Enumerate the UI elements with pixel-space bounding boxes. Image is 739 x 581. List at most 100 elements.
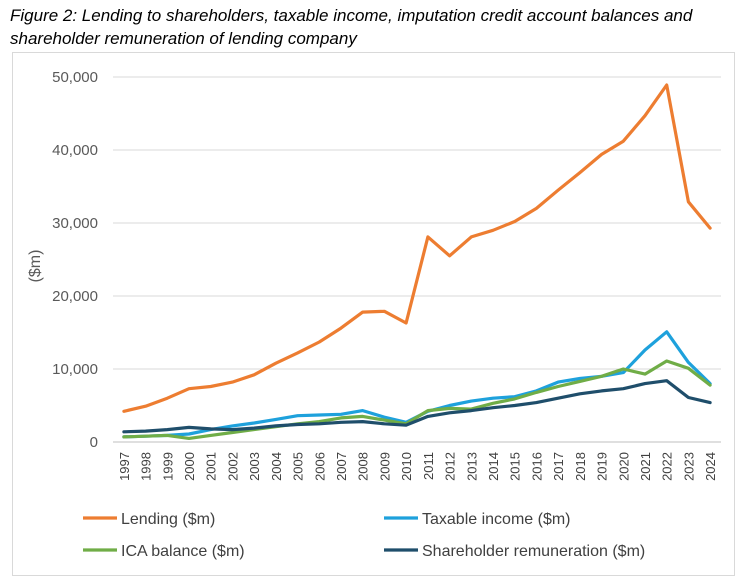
data-point: [253, 373, 256, 376]
data-point: [144, 435, 147, 438]
data-point: [622, 140, 625, 143]
data-point: [491, 397, 494, 400]
x-tick-label: 2016: [529, 452, 544, 481]
x-tick-label: 2015: [508, 452, 523, 481]
x-tick-label: 2020: [616, 452, 631, 481]
series-lines: [122, 83, 712, 440]
x-tick-label: 2013: [464, 452, 479, 481]
y-tick-label: 0: [90, 434, 98, 451]
data-point: [405, 424, 408, 427]
data-point: [513, 220, 516, 223]
data-point: [448, 254, 451, 257]
data-point: [361, 409, 364, 412]
x-tick-label: 2009: [377, 452, 392, 481]
data-point: [665, 359, 668, 362]
legend-label: Lending ($m): [121, 511, 215, 528]
data-point: [318, 422, 321, 425]
data-point: [448, 404, 451, 407]
x-tick-label: 2023: [681, 452, 696, 481]
data-point: [622, 371, 625, 374]
data-point: [187, 387, 190, 390]
data-point: [209, 385, 212, 388]
x-tick-label: 2007: [334, 452, 349, 481]
data-point: [231, 428, 234, 431]
x-tick-label: 2000: [182, 452, 197, 481]
x-tick-label: 2018: [573, 452, 588, 481]
data-point: [209, 427, 212, 430]
data-point: [557, 189, 560, 192]
data-point: [187, 437, 190, 440]
data-point: [339, 416, 342, 419]
legend-label: Taxable income ($m): [422, 511, 571, 528]
y-tick-label: 30,000: [52, 215, 98, 232]
series-0: [122, 83, 712, 413]
figure-title: Figure 2: Lending to shareholders, taxab…: [10, 6, 693, 48]
y-tick-label: 20,000: [52, 288, 98, 305]
x-tick-label: 2005: [291, 452, 306, 481]
data-point: [643, 348, 646, 351]
data-point: [687, 367, 690, 370]
data-point: [687, 361, 690, 364]
data-point: [491, 406, 494, 409]
x-tick-label: 2008: [356, 452, 371, 481]
data-point: [383, 310, 386, 313]
data-point: [600, 375, 603, 378]
data-point: [513, 397, 516, 400]
data-point: [709, 227, 712, 230]
data-point: [253, 421, 256, 424]
y-axis-ticks: 0 10,000 20,000 30,000 40,000 50,000: [52, 69, 98, 451]
data-point: [339, 421, 342, 424]
data-point: [166, 428, 169, 431]
y-tick-label: 50,000: [52, 69, 98, 86]
data-point: [144, 405, 147, 408]
data-point: [643, 114, 646, 117]
data-point: [709, 384, 712, 387]
data-point: [535, 401, 538, 404]
gridlines: [113, 76, 721, 370]
data-point: [687, 200, 690, 203]
data-point: [274, 424, 277, 427]
data-point: [166, 434, 169, 437]
y-tick-label: 40,000: [52, 142, 98, 159]
series-line: [122, 379, 712, 434]
data-point: [491, 402, 494, 405]
data-point: [209, 434, 212, 437]
data-point: [470, 409, 473, 412]
legend: Lending ($m) Taxable income ($m) ICA balan…: [83, 511, 645, 560]
data-point: [643, 382, 646, 385]
data-point: [643, 373, 646, 376]
x-tick-label: 1997: [117, 452, 132, 481]
data-point: [557, 385, 560, 388]
data-point: [513, 404, 516, 407]
data-point: [122, 430, 125, 433]
data-point: [274, 418, 277, 421]
data-point: [687, 396, 690, 399]
data-point: [296, 414, 299, 417]
x-tick-label: 1999: [160, 452, 175, 481]
data-point: [166, 397, 169, 400]
data-point: [383, 422, 386, 425]
x-tick-label: 2011: [421, 452, 436, 480]
data-point: [122, 435, 125, 438]
data-point: [339, 413, 342, 416]
data-point: [665, 379, 668, 382]
data-point: [361, 311, 364, 314]
data-point: [253, 427, 256, 430]
data-point: [318, 340, 321, 343]
y-tick-label: 10,000: [52, 361, 98, 378]
data-point: [709, 401, 712, 404]
x-tick-label: 2010: [399, 452, 414, 481]
legend-label: ICA balance ($m): [121, 543, 245, 560]
x-tick-label: 2002: [225, 452, 240, 481]
data-point: [144, 430, 147, 433]
data-point: [491, 229, 494, 232]
chart-frame: [12, 52, 735, 576]
data-point: [231, 381, 234, 384]
data-point: [535, 391, 538, 394]
legend-label: Shareholder remuneration ($m): [422, 543, 645, 560]
series-3: [122, 379, 712, 434]
x-tick-label: 1998: [139, 452, 154, 481]
data-point: [578, 392, 581, 395]
data-point: [361, 420, 364, 423]
